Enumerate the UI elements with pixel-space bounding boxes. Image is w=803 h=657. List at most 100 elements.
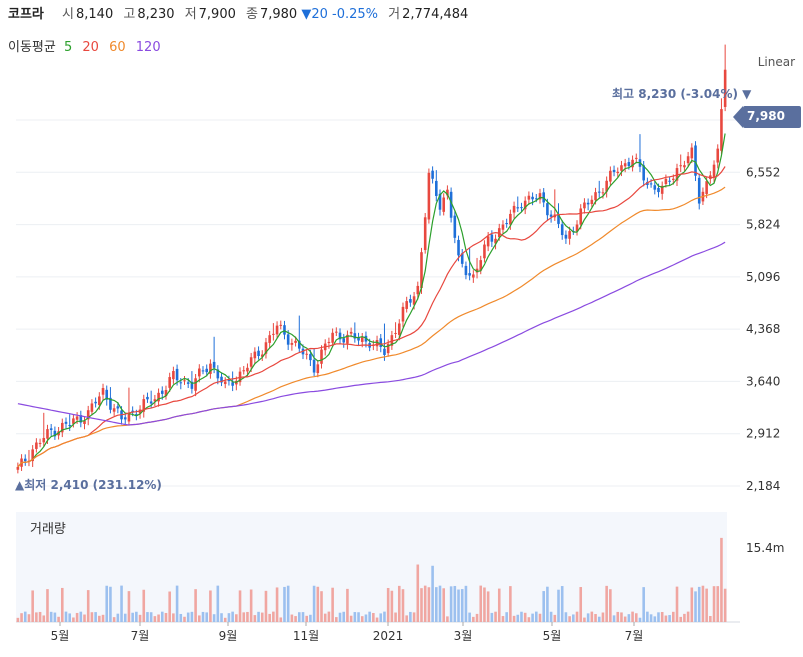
candle — [531, 196, 534, 200]
high-label: 고 — [123, 7, 136, 22]
volume-bar — [583, 617, 586, 622]
volume-bar — [231, 611, 234, 622]
volume-bar — [305, 615, 308, 622]
candle — [38, 442, 42, 444]
candle — [149, 401, 153, 404]
candle — [649, 183, 653, 185]
volume-bar — [720, 537, 723, 622]
candle — [657, 187, 660, 193]
volume-bar — [142, 589, 146, 622]
candle — [401, 306, 405, 322]
candle — [609, 170, 612, 182]
candle — [557, 214, 560, 224]
volume-bar — [705, 588, 708, 622]
candle — [227, 380, 231, 382]
candle — [564, 234, 568, 239]
volume-bar — [516, 614, 520, 622]
candle — [394, 332, 397, 334]
candle — [427, 172, 431, 220]
volume-bar — [201, 611, 205, 622]
candle — [64, 421, 68, 424]
volume-bar — [68, 613, 71, 622]
candle — [135, 414, 138, 416]
candle — [349, 331, 353, 334]
volume-bar — [320, 591, 323, 622]
volume-bar — [394, 612, 397, 622]
candle — [183, 380, 186, 382]
volume-bar — [672, 611, 675, 622]
volume-bar — [686, 611, 690, 622]
volume-bar — [220, 613, 223, 622]
candle — [331, 332, 334, 343]
volume-panel-title: 거래량 — [30, 522, 66, 537]
volume-bar — [723, 588, 727, 622]
candle — [546, 203, 549, 216]
volume-bar — [53, 612, 57, 622]
volume-bar — [186, 612, 190, 622]
volume-bar — [79, 611, 83, 622]
volume-bar — [549, 611, 553, 622]
candle — [231, 382, 234, 386]
candle — [338, 332, 342, 340]
ma-20-label: 20 — [82, 40, 99, 55]
candle — [186, 382, 190, 384]
price-tag-bg — [743, 106, 801, 128]
volume-bar — [235, 614, 238, 622]
volume-bar — [346, 588, 349, 622]
volume-bar — [112, 617, 116, 622]
candle — [112, 408, 116, 412]
candle — [94, 401, 97, 404]
ma-legend[interactable]: 이동평균 5 20 60 120 — [8, 36, 167, 55]
x-tick-label: 5월 — [543, 629, 562, 643]
candle — [153, 399, 157, 402]
volume-bar — [331, 587, 334, 622]
candle — [379, 338, 383, 347]
candle — [586, 202, 590, 205]
volume-bar — [572, 614, 575, 622]
volume-bar — [246, 611, 249, 622]
volume-bar — [31, 590, 34, 622]
ma-120-label: 120 — [135, 40, 161, 55]
volume-bar — [349, 615, 353, 622]
volume-bar — [716, 586, 720, 622]
candle — [305, 353, 308, 355]
volume-bar — [701, 585, 705, 622]
volume-bar — [379, 613, 383, 622]
volume-bar — [94, 612, 97, 622]
y-tick-label: 2,184 — [746, 479, 780, 493]
candle — [575, 224, 579, 232]
candle — [438, 193, 442, 210]
volume-bar — [283, 586, 286, 622]
volume-bar — [657, 612, 660, 622]
candle — [49, 428, 53, 430]
volume-bar — [353, 612, 357, 622]
volume-bar — [423, 585, 427, 622]
volume-bar — [109, 586, 112, 622]
candle — [653, 185, 657, 190]
y-tick-label: 2,912 — [746, 427, 780, 441]
scale-toggle[interactable]: Linear — [757, 55, 795, 69]
volume-bar — [631, 611, 634, 622]
candle — [357, 337, 360, 341]
candle — [312, 359, 316, 373]
candle — [486, 236, 490, 247]
volume-bar — [457, 589, 460, 622]
volume-bar — [205, 612, 209, 622]
volume-bar — [534, 611, 538, 622]
volume-bar — [479, 585, 483, 622]
volume-bar — [98, 615, 101, 622]
volume-bar — [357, 612, 360, 622]
candle — [509, 213, 512, 225]
volume-bar — [60, 587, 64, 622]
volume-bar — [709, 616, 712, 622]
volume-bar — [642, 587, 645, 622]
volume-bar — [342, 611, 346, 622]
candle — [668, 180, 671, 182]
volume-bar — [401, 589, 405, 622]
volume-bar — [223, 617, 227, 622]
volume-bar — [383, 611, 386, 622]
candle — [268, 335, 271, 343]
volume-bar — [160, 611, 164, 622]
change-value: ▼20 -0.25% — [301, 7, 379, 22]
